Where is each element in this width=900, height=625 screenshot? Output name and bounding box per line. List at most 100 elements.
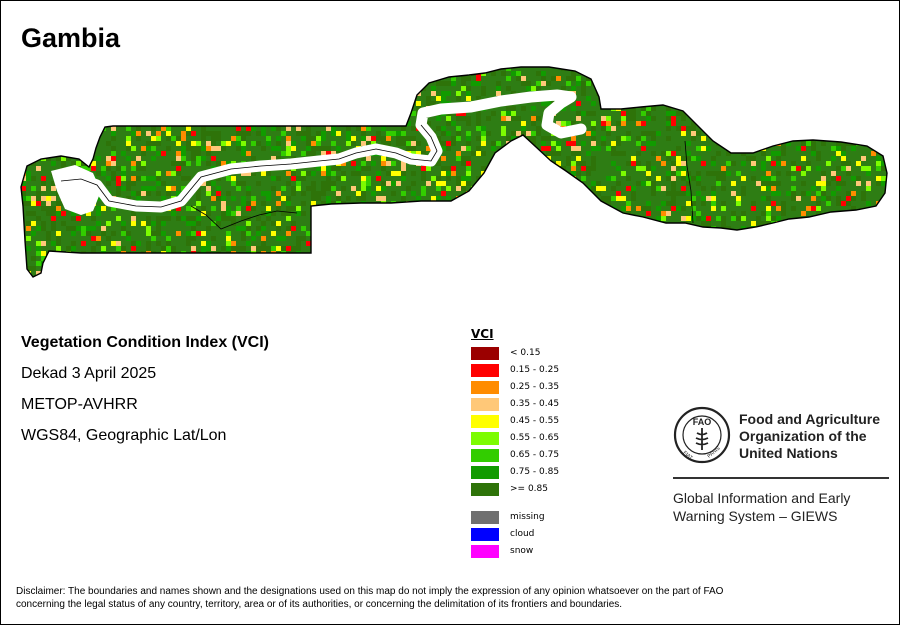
vci-cell (801, 191, 806, 196)
vci-cell (256, 246, 261, 251)
vci-cell (171, 161, 176, 166)
vci-cell (371, 261, 376, 266)
vci-cell (786, 286, 791, 291)
vci-cell (881, 286, 886, 291)
vci-cell (366, 116, 371, 121)
vci-cell (226, 141, 231, 146)
vci-cell (576, 161, 581, 166)
vci-cell (121, 71, 126, 76)
vci-cell (751, 241, 756, 246)
vci-cell (481, 141, 486, 146)
vci-cell (131, 181, 136, 186)
vci-cell (716, 111, 721, 116)
vci-cell (781, 101, 786, 106)
vci-cell (426, 266, 431, 271)
vci-cell (736, 71, 741, 76)
vci-cell (641, 111, 646, 116)
vci-cell (336, 246, 341, 251)
vci-cell (756, 241, 761, 246)
vci-cell (801, 116, 806, 121)
vci-cell (326, 106, 331, 111)
vci-cell (486, 246, 491, 251)
vci-cell (431, 251, 436, 256)
vci-cell (566, 191, 571, 196)
vci-cell (436, 271, 441, 276)
vci-cell (486, 271, 491, 276)
vci-cell (251, 286, 256, 291)
vci-cell (71, 141, 76, 146)
vci-cell (796, 126, 801, 131)
vci-cell (181, 61, 186, 66)
vci-cell (176, 206, 181, 211)
vci-cell (846, 191, 851, 196)
vci-cell (221, 206, 226, 211)
vci-cell (686, 181, 691, 186)
vci-cell (296, 266, 301, 271)
vci-cell (891, 91, 896, 96)
vci-cell (261, 246, 266, 251)
vci-cell (576, 256, 581, 261)
vci-cell (826, 256, 831, 261)
vci-cell (311, 211, 316, 216)
vci-cell (326, 261, 331, 266)
vci-cell (321, 186, 326, 191)
vci-cell (641, 181, 646, 186)
vci-cell (306, 131, 311, 136)
vci-cell (431, 216, 436, 221)
vci-legend: VCI < 0.15 0.15 - 0.25 0.25 - 0.35 0.35 … (471, 327, 559, 558)
vci-cell (276, 156, 281, 161)
vci-cell (196, 141, 201, 146)
vci-cell (811, 256, 816, 261)
vci-cell (36, 201, 41, 206)
vci-cell (471, 261, 476, 266)
vci-cell (51, 81, 56, 86)
vci-cell (276, 121, 281, 126)
vci-cell (706, 71, 711, 76)
vci-cell (796, 121, 801, 126)
vci-cell (886, 236, 887, 241)
vci-cell (811, 81, 816, 86)
vci-cell (706, 231, 711, 236)
vci-cell (766, 111, 771, 116)
vci-cell (846, 286, 851, 291)
vci-cell (221, 246, 226, 251)
vci-cell (651, 116, 656, 121)
vci-cell (631, 86, 636, 91)
vci-cell (576, 196, 581, 201)
vci-cell (611, 141, 616, 146)
vci-cell (711, 161, 716, 166)
vci-cell (726, 76, 731, 81)
vci-cell (106, 176, 111, 181)
vci-cell (306, 171, 311, 176)
vci-cell (341, 76, 346, 81)
vci-cell (446, 226, 451, 231)
vci-cell (381, 216, 386, 221)
vci-cell (26, 106, 31, 111)
vci-cell (166, 216, 171, 221)
vci-cell (716, 136, 721, 141)
vci-cell (306, 126, 311, 131)
vci-cell (846, 236, 851, 241)
vci-cell (216, 71, 221, 76)
vci-cell (141, 81, 146, 86)
vci-cell (476, 231, 481, 236)
vci-cell (531, 131, 536, 136)
vci-cell (271, 256, 276, 261)
vci-cell (451, 236, 456, 241)
vci-cell (781, 76, 786, 81)
vci-cell (796, 226, 801, 231)
vci-cell (851, 206, 856, 211)
vci-cell (611, 91, 616, 96)
vci-cell (521, 276, 526, 277)
vci-cell (601, 196, 606, 201)
vci-cell (431, 231, 436, 236)
vci-cell (706, 196, 711, 201)
vci-cell (491, 286, 496, 291)
vci-cell (21, 191, 26, 196)
vci-cell (341, 171, 346, 176)
vci-cell (311, 136, 316, 141)
vci-cell (246, 86, 251, 91)
vci-cell (311, 151, 316, 156)
vci-cell (846, 281, 851, 286)
vci-cell (241, 171, 246, 176)
